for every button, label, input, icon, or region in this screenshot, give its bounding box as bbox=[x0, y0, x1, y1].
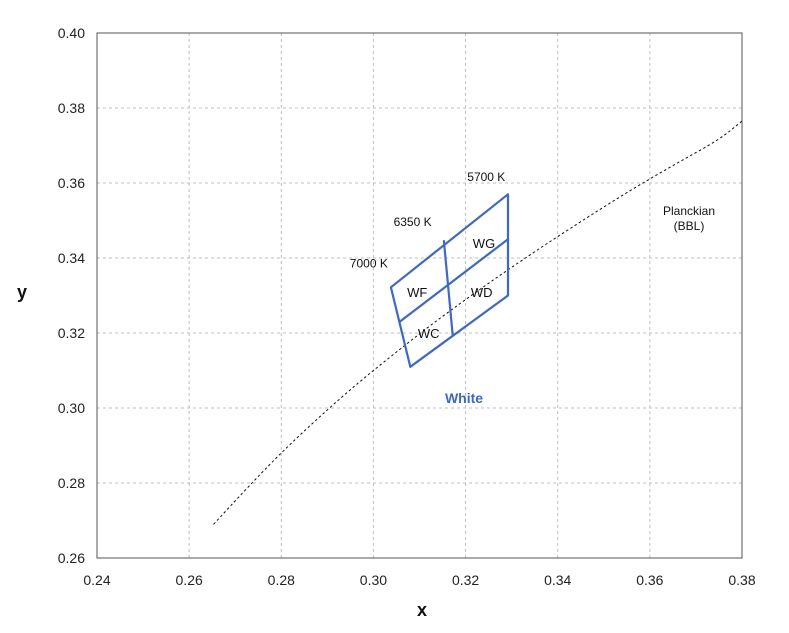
planckian-label-line: (BBL) bbox=[674, 219, 705, 233]
planckian-label-line: Planckian bbox=[663, 204, 715, 218]
y-tick-label: 0.34 bbox=[58, 250, 85, 266]
y-tick-label: 0.38 bbox=[58, 100, 85, 116]
x-tick-label: 0.28 bbox=[268, 572, 295, 588]
x-tick-label: 0.32 bbox=[452, 572, 479, 588]
x-axis-title: x bbox=[417, 600, 427, 620]
plot-frame bbox=[96, 32, 743, 559]
x-tick-label: 0.24 bbox=[83, 572, 110, 588]
y-axis-title: y bbox=[17, 282, 27, 302]
white-label: White bbox=[445, 390, 483, 406]
bin-region-label: WC bbox=[418, 326, 440, 341]
y-tick-label: 0.26 bbox=[58, 550, 85, 566]
x-tick-label: 0.26 bbox=[176, 572, 203, 588]
white-bin-outline bbox=[389, 193, 510, 368]
tick-labels: 0.24 0.26 0.28 0.30 0.32 0.34 0.36 0.38 0.26 0.28… bbox=[58, 25, 756, 588]
y-tick-label: 0.36 bbox=[58, 175, 85, 191]
cct-label: 7000 K bbox=[350, 256, 388, 270]
y-tick-label: 0.28 bbox=[58, 475, 85, 491]
bin-region-label: WF bbox=[407, 285, 427, 300]
white-bin-divider bbox=[398, 238, 510, 323]
x-tick-label: 0.36 bbox=[636, 572, 663, 588]
bin-region-label: WD bbox=[471, 285, 493, 300]
x-tick-label: 0.34 bbox=[544, 572, 571, 588]
y-tick-label: 0.32 bbox=[58, 325, 85, 341]
x-tick-label: 0.38 bbox=[728, 572, 755, 588]
y-tick-label: 0.30 bbox=[58, 400, 85, 416]
planckian-label: Planckian (BBL) bbox=[663, 204, 715, 233]
cct-label: 6350 K bbox=[394, 215, 432, 229]
cct-label: 5700 K bbox=[467, 170, 505, 184]
planckian-curve bbox=[213, 120, 743, 525]
y-tick-label: 0.40 bbox=[58, 25, 85, 41]
bin-region-label: WG bbox=[473, 236, 495, 251]
x-tick-label: 0.30 bbox=[360, 572, 387, 588]
white-bin-divider bbox=[442, 240, 454, 336]
chart-series: Planckian (BBL) WG WF WD WC 5700 K 6350 K 7000 K… bbox=[213, 120, 743, 525]
